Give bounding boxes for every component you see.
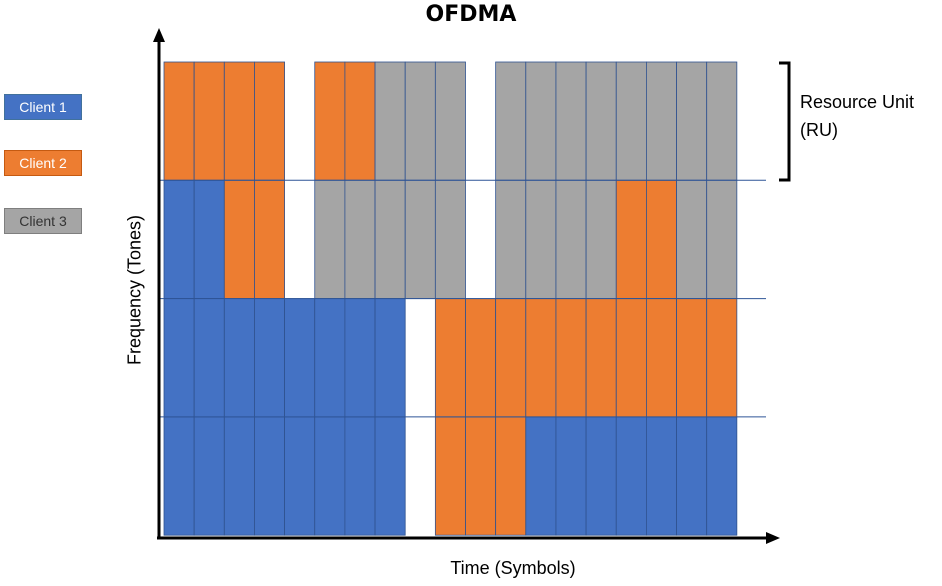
ru-label-line2: (RU) bbox=[800, 120, 838, 140]
ru-cell-client-3 bbox=[525, 179, 557, 300]
ru-cell-client-3 bbox=[615, 61, 647, 181]
ru-cell-client-1 bbox=[374, 416, 406, 536]
ru-cell-client-3 bbox=[434, 179, 466, 300]
ru-cell-client-2 bbox=[615, 298, 647, 418]
resource-unit-label: Resource Unit (RU) bbox=[800, 88, 940, 144]
ru-cell-client-1 bbox=[344, 298, 376, 418]
ru-cell-client-3 bbox=[374, 61, 406, 181]
ru-cell-client-3 bbox=[374, 179, 406, 300]
ru-cell-client-3 bbox=[706, 179, 738, 300]
ru-cell-client-2 bbox=[223, 61, 255, 181]
ru-cell-client-2 bbox=[495, 416, 527, 536]
ru-cell-client-3 bbox=[314, 179, 346, 300]
ru-cell-client-3 bbox=[555, 179, 587, 300]
ru-cell-client-3 bbox=[676, 61, 708, 181]
ru-cell-client-2 bbox=[254, 61, 285, 181]
ru-bracket-icon bbox=[779, 61, 791, 182]
ru-cell-client-1 bbox=[163, 298, 195, 418]
ru-cell-client-2 bbox=[344, 61, 376, 181]
row-separators bbox=[159, 179, 766, 418]
ru-cell-client-2 bbox=[525, 298, 557, 418]
ru-cell-client-2 bbox=[585, 298, 617, 418]
ru-cell-client-1 bbox=[676, 416, 708, 536]
ru-cell-client-1 bbox=[284, 416, 316, 536]
ru-cell-client-2 bbox=[646, 179, 677, 300]
ru-cell-client-3 bbox=[404, 61, 436, 181]
ru-cell-client-1 bbox=[555, 416, 587, 536]
ru-cell-client-3 bbox=[706, 61, 738, 181]
legend-client-2: Client 2 bbox=[4, 150, 82, 176]
ru-cell-client-1 bbox=[344, 416, 376, 536]
ru-cell-client-1 bbox=[223, 298, 255, 418]
ru-cell-client-2 bbox=[163, 61, 195, 181]
ru-cell-client-3 bbox=[344, 179, 376, 300]
ru-cell-client-1 bbox=[163, 416, 195, 536]
ru-cell-client-2 bbox=[676, 298, 708, 418]
legend-client-1: Client 1 bbox=[4, 94, 82, 120]
ru-cell-client-3 bbox=[525, 61, 557, 181]
x-axis-label: Time (Symbols) bbox=[450, 558, 576, 578]
x-axis-arrow-icon bbox=[766, 532, 780, 544]
ru-cell-client-1 bbox=[284, 298, 316, 418]
ru-cell-client-3 bbox=[676, 179, 708, 300]
ru-cell-client-2 bbox=[193, 61, 225, 181]
ru-cell-client-3 bbox=[555, 61, 587, 181]
ru-cell-client-1 bbox=[193, 416, 225, 536]
ru-cell-client-3 bbox=[434, 61, 466, 181]
ru-cell-client-2 bbox=[495, 298, 527, 418]
ru-cell-client-3 bbox=[404, 179, 436, 300]
ru-cell-client-2 bbox=[223, 179, 255, 300]
ru-cell-client-1 bbox=[163, 179, 195, 300]
ru-cell-client-2 bbox=[254, 179, 285, 300]
ru-cell-client-3 bbox=[585, 179, 617, 300]
ru-cell-client-1 bbox=[615, 416, 647, 536]
ru-cell-client-2 bbox=[434, 416, 466, 536]
resource-grid bbox=[163, 61, 738, 536]
y-axis-arrow-icon bbox=[153, 28, 165, 42]
ru-cell-client-2 bbox=[646, 298, 677, 418]
ru-cell-client-2 bbox=[434, 298, 466, 418]
ru-cell-client-1 bbox=[314, 298, 346, 418]
ru-cell-client-1 bbox=[193, 298, 225, 418]
ru-cell-client-2 bbox=[615, 179, 647, 300]
ru-cell-client-3 bbox=[495, 179, 527, 300]
ru-cell-client-1 bbox=[646, 416, 677, 536]
ru-cell-client-2 bbox=[314, 61, 346, 181]
ru-cell-client-3 bbox=[585, 61, 617, 181]
ru-cell-client-1 bbox=[254, 298, 285, 418]
ru-cell-client-2 bbox=[706, 298, 738, 418]
ru-cell-client-1 bbox=[585, 416, 617, 536]
page-title: OFDMA bbox=[425, 2, 517, 27]
ru-cell-client-2 bbox=[465, 416, 497, 536]
ru-cell-client-1 bbox=[223, 416, 255, 536]
ru-cell-client-1 bbox=[374, 298, 406, 418]
ru-cell-client-1 bbox=[706, 416, 738, 536]
ru-cell-client-1 bbox=[314, 416, 346, 536]
ru-cell-client-2 bbox=[465, 298, 497, 418]
ru-cell-client-1 bbox=[254, 416, 285, 536]
ru-cell-client-2 bbox=[555, 298, 587, 418]
legend-client-3: Client 3 bbox=[4, 208, 82, 234]
ru-cell-client-1 bbox=[525, 416, 557, 536]
ru-cell-client-1 bbox=[193, 179, 225, 300]
ru-cell-client-3 bbox=[495, 61, 527, 181]
ru-cell-client-3 bbox=[646, 61, 677, 181]
ru-label-line1: Resource Unit bbox=[800, 92, 915, 112]
